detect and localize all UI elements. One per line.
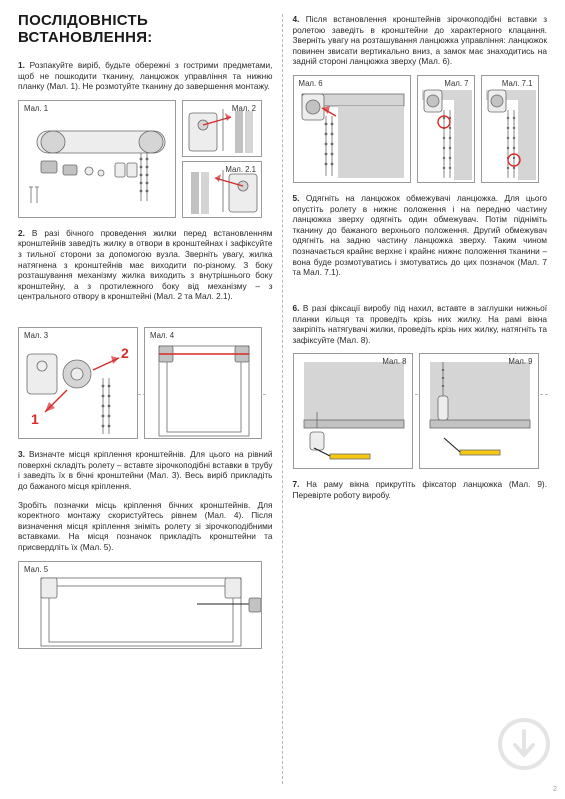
- fig9-illustration: [420, 354, 539, 469]
- fig-2: Мал. 2: [182, 100, 262, 157]
- fig-9: Мал. 9: [419, 353, 539, 469]
- right-column: 4. Після встановлення кронштейнів зірочк…: [293, 12, 548, 787]
- fig8-label: Мал. 8: [382, 357, 406, 366]
- para-2: 2. В разі бічного проведення жилки перед…: [18, 228, 273, 302]
- fig9-label: Мал. 9: [508, 357, 532, 366]
- para-3: 3. Визначте місця кріплення кронштейнів.…: [18, 449, 273, 491]
- figs-row-2: Мал. 3 2 1: [18, 327, 273, 439]
- para-3b-text: Зробіть позначки місць кріплення бічних …: [18, 500, 273, 552]
- fig-71: Мал. 7.1: [481, 75, 539, 183]
- fig3-label: Мал. 3: [24, 331, 48, 340]
- fig-4: Мал. 4: [144, 327, 262, 439]
- fig71-label: Мал. 7.1: [502, 79, 533, 88]
- watermark-icon: [497, 717, 551, 771]
- para-6: 6. В разі фіксації виробу під нахил, вст…: [293, 303, 548, 345]
- fig4-label: Мал. 4: [150, 331, 174, 340]
- para-5: 5. Одягніть на ланцюжок обмежувачі ланцю…: [293, 193, 548, 278]
- fig-7: Мал. 7: [417, 75, 475, 183]
- fig6-label: Мал. 6: [299, 79, 323, 88]
- arrow1-num: 1: [31, 411, 39, 427]
- fig1-illustration: [19, 101, 176, 218]
- fig6-illustration: click: [294, 76, 411, 183]
- para-1: 1. Розпакуйте виріб, будьте обережні з г…: [18, 60, 273, 92]
- arrow2-num: 2: [121, 345, 129, 361]
- para-1-num: 1.: [18, 60, 25, 70]
- figs-row-4: Мал. 6 click: [293, 75, 548, 183]
- fig-6: Мал. 6 click: [293, 75, 411, 183]
- fig5-label: Мал. 5: [24, 565, 48, 574]
- fig3-illustration: 2 1: [19, 328, 138, 439]
- fig71-illustration: [482, 76, 539, 183]
- fig1-label: Мал. 1: [24, 104, 48, 113]
- fig-8: Мал. 8: [293, 353, 413, 469]
- vertical-divider: [282, 14, 283, 784]
- fig5-illustration: [19, 562, 262, 649]
- page-title: ПОСЛІДОВНІСТЬ ВСТАНОВЛЕННЯ:: [18, 12, 273, 46]
- para-5-text: Одягніть на ланцюжок обмежувачі ланцюжка…: [293, 193, 548, 277]
- figs-row-3: Мал. 5: [18, 561, 273, 649]
- fig7-illustration: [418, 76, 475, 183]
- page-number: 2: [553, 786, 557, 793]
- figs-row-1: Мал. 1: [18, 100, 273, 218]
- para-7-text: На раму вікна прикрутіть фіксатор ланцюж…: [293, 479, 548, 500]
- fig2-stack: Мал. 2 Мал. 2.1: [182, 100, 262, 218]
- fig-5: Мал. 5: [18, 561, 262, 649]
- fig-1: Мал. 1: [18, 100, 176, 218]
- fig8-illustration: [294, 354, 413, 469]
- para-4: 4. Після встановлення кронштейнів зірочк…: [293, 14, 548, 67]
- para-2-num: 2.: [18, 228, 25, 238]
- fig7-label: Мал. 7: [444, 79, 468, 88]
- fig4-illustration: [145, 328, 262, 439]
- fig-21: Мал. 2.1: [182, 161, 262, 218]
- para-6-text: В разі фіксації виробу під нахил, вставт…: [293, 303, 548, 345]
- figs-row-5: Мал. 8 Мал. 9: [293, 353, 548, 469]
- para-7: 7. На раму вікна прикрутіть фіксатор лан…: [293, 479, 548, 500]
- fig-3: Мал. 3 2 1: [18, 327, 138, 439]
- para-3-num: 3.: [18, 449, 25, 459]
- para-1-text: Розпакуйте виріб, будьте обережні з гост…: [18, 60, 273, 91]
- fig2-label: Мал. 2: [232, 104, 256, 113]
- para-3b: Зробіть позначки місць кріплення бічних …: [18, 500, 273, 553]
- fig21-label: Мал. 2.1: [225, 165, 256, 174]
- para-2-text: В разі бічного проведення жилки перед вс…: [18, 228, 273, 302]
- para-4-text: Після встановлення кронштейнів зірочкопо…: [293, 14, 548, 66]
- left-column: ПОСЛІДОВНІСТЬ ВСТАНОВЛЕННЯ: 1. Розпакуйт…: [18, 12, 273, 787]
- para-3-text: Визначте місця кріплення кронштейнів. Дл…: [18, 449, 273, 491]
